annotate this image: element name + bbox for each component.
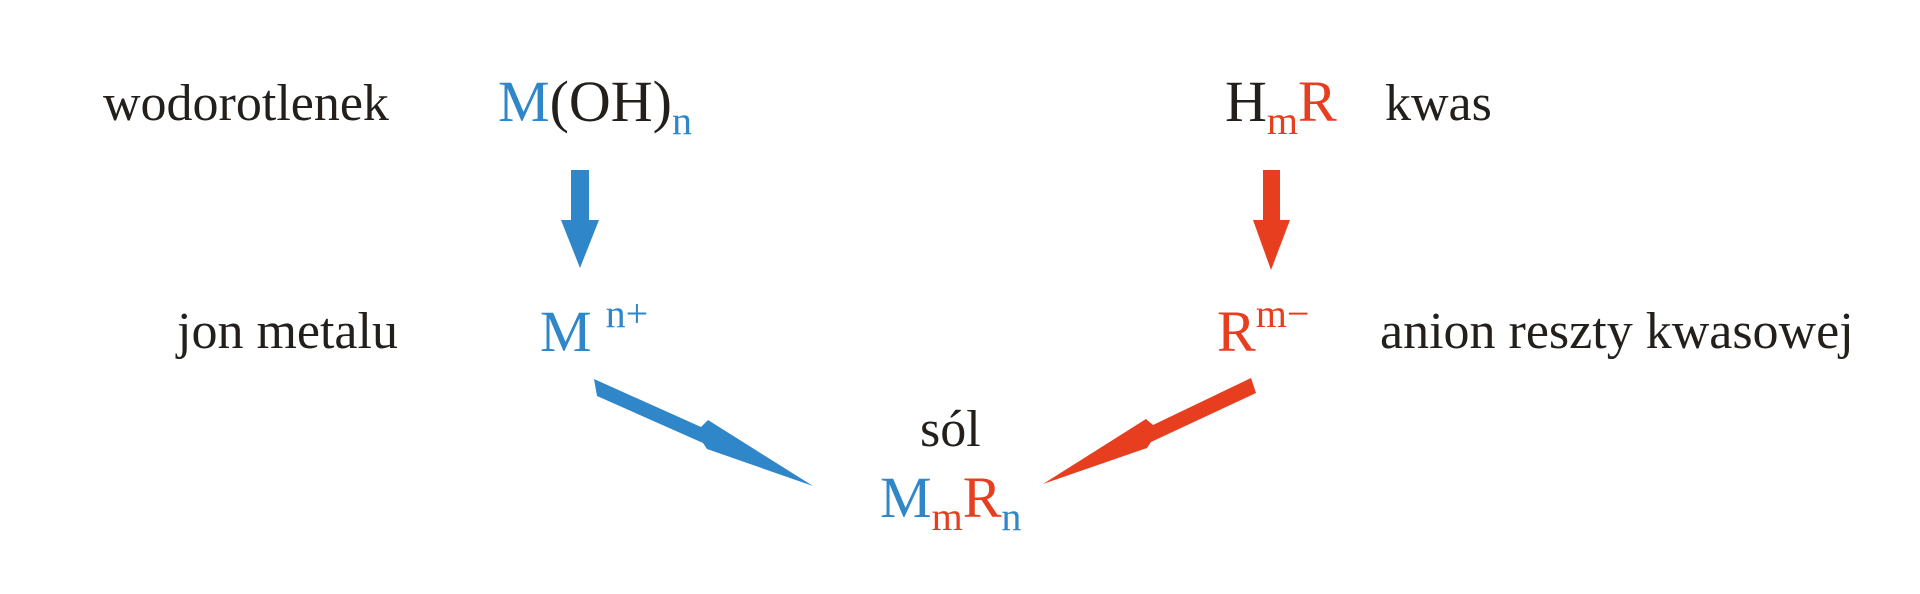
arrow-hydroxide-to-metal-ion	[561, 170, 599, 268]
formula-hydroxide-subscript: n	[671, 98, 692, 144]
formula-acid-subscript: m	[1266, 98, 1299, 144]
formula-metal-ion-metal: M	[540, 299, 592, 364]
formula-anion: Rm−	[1217, 291, 1309, 366]
formula-acid-residue: R	[1298, 69, 1337, 134]
label-acid: kwas	[1385, 75, 1492, 132]
formula-salt-residue: R	[962, 465, 1002, 530]
label-salt: sól	[920, 401, 981, 458]
formula-salt-subscript-n: n	[1001, 494, 1022, 540]
formula-metal-ion-superscript: n+	[605, 291, 649, 336]
formula-acid-hydrogen: H	[1225, 69, 1267, 134]
arrow-acid-to-anion	[1253, 170, 1290, 270]
label-metal-ion: jon metalu	[177, 303, 398, 360]
formula-hydroxide-group: (OH)	[549, 69, 672, 134]
formula-acid: HmR	[1225, 69, 1337, 143]
formula-salt-metal: M	[880, 465, 932, 530]
formula-hydroxide-metal: M	[498, 69, 550, 134]
formula-anion-residue: R	[1217, 299, 1256, 364]
label-hydroxide: wodorotlenek	[103, 75, 389, 132]
formula-anion-superscript: m−	[1255, 291, 1310, 336]
label-acid-residue-anion: anion reszty kwasowej	[1380, 303, 1854, 360]
arrow-metal-ion-to-salt	[594, 379, 813, 486]
arrow-anion-to-salt	[1043, 378, 1256, 484]
formula-hydroxide: M(OH)n	[498, 69, 692, 143]
formula-salt-subscript-m: m	[931, 494, 963, 540]
formula-salt: MmRn	[880, 465, 1021, 539]
